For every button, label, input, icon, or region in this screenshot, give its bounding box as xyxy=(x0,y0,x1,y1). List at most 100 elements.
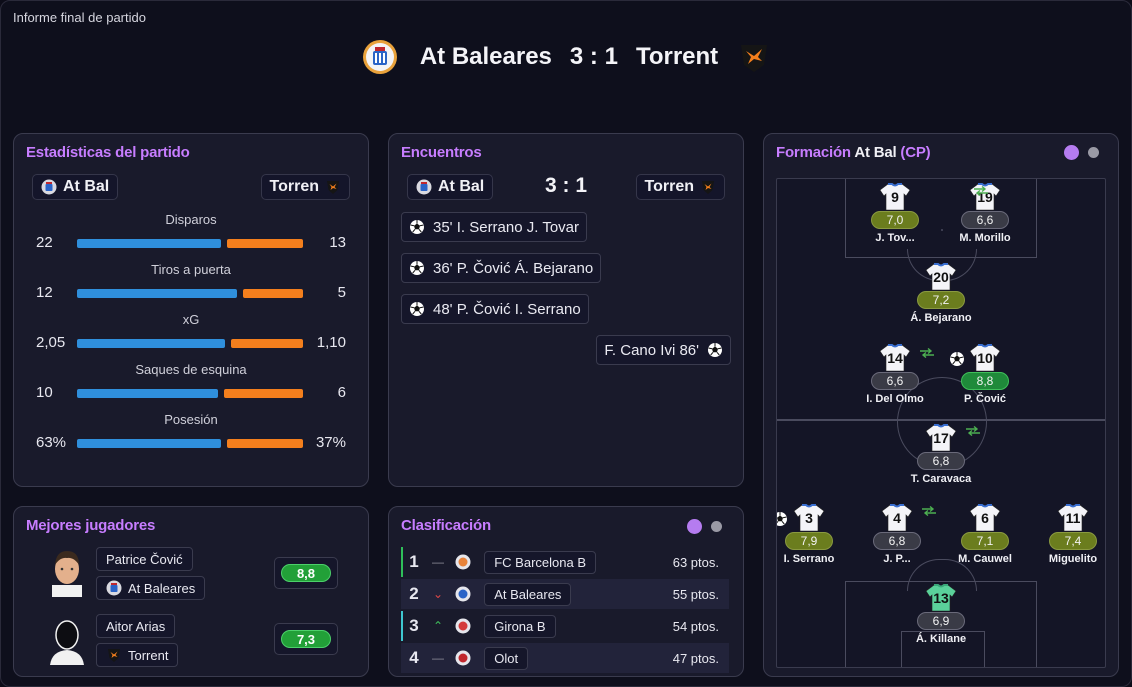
stat-label: Tiros a puerta xyxy=(151,262,231,277)
player-rating: 7,4 xyxy=(1049,532,1097,550)
home-team-chip[interactable]: At Bal xyxy=(407,174,494,200)
player-team-tag[interactable]: At Baleares xyxy=(96,576,206,600)
player-rating: 6,6 xyxy=(961,211,1009,229)
home-team-chip[interactable]: At Bal xyxy=(32,174,119,200)
goal-event[interactable]: 36' P. Čović Á. Bejarano xyxy=(401,253,602,283)
player-marker[interactable]: 10 8,8 P. Čović xyxy=(945,344,1025,405)
formation-pitch: 9 7,0 J. Tov... 19 6,6 M. Morillo 20 7,2 Á. Beja… xyxy=(776,178,1106,668)
home-stat-bar xyxy=(77,339,225,348)
player-rating: 8,8 xyxy=(281,564,331,582)
player-name: M. Cauwel xyxy=(958,553,1012,565)
player-rating: 6,9 xyxy=(917,612,965,630)
away-chip-label: Torren xyxy=(269,178,319,195)
away-team-chip[interactable]: Torren xyxy=(260,174,350,200)
player-shirt-icon: 3 xyxy=(793,504,825,532)
ball-icon xyxy=(707,342,723,358)
player-marker[interactable]: 14 6,6 I. Del Olmo xyxy=(855,344,935,405)
player-marker[interactable]: 17 6,8 T. Caravaca xyxy=(901,424,981,485)
stat-away-value: 5 xyxy=(337,284,346,301)
standings-position: 2 xyxy=(409,584,419,603)
player-marker[interactable]: 6 7,1 M. Cauwel xyxy=(945,504,1025,565)
player-shirt-icon: 14 xyxy=(879,344,911,372)
player-name: P. Čović xyxy=(964,393,1006,405)
player-shirt-icon: 6 xyxy=(969,504,1001,532)
player-rating: 7,2 xyxy=(917,291,965,309)
player-name-tag[interactable]: Patrice Čović xyxy=(96,547,193,571)
player-marker[interactable]: 9 7,0 J. Tov... xyxy=(855,183,935,244)
home-stat-bar xyxy=(77,239,221,248)
player-marker[interactable]: 4 6,8 J. P... xyxy=(857,504,937,565)
player-team-tag[interactable]: Torrent xyxy=(96,643,179,667)
away-team-chip[interactable]: Torren xyxy=(635,174,725,200)
standings-team: Girona B xyxy=(484,614,556,638)
encounters-panel: Encuentros At Bal 3 : 1 Torren 35' I. Se… xyxy=(388,133,744,487)
stat-home-value: 12 xyxy=(36,284,53,301)
standings-row[interactable]: 4 — Olot 47 ptos. xyxy=(401,643,729,673)
formation-toggle-active[interactable] xyxy=(1064,145,1079,160)
goal-event[interactable]: 35' I. Serrano J. Tovar xyxy=(401,212,587,242)
standings-team: Olot xyxy=(484,646,529,670)
player-marker[interactable]: 19 6,6 M. Morillo xyxy=(945,183,1025,244)
shirt-number: 17 xyxy=(933,430,949,446)
goal-event[interactable]: 48' P. Čović I. Serrano xyxy=(401,294,589,324)
panel-title: Clasificación xyxy=(401,517,491,534)
stat-home-value: 22 xyxy=(36,234,53,251)
player-shirt-icon: 17 xyxy=(925,424,957,452)
standings-toggle-active[interactable] xyxy=(687,519,702,534)
player-marker[interactable]: 11 7,4 Miguelito xyxy=(1033,504,1105,565)
panel-title: Encuentros xyxy=(401,144,482,161)
stat-row: 12 5 xyxy=(14,284,368,301)
shirt-number: 11 xyxy=(1065,510,1081,526)
stat-home-value: 2,05 xyxy=(36,334,66,351)
shirt-number: 10 xyxy=(977,350,993,366)
player-marker[interactable]: 13 6,9 Á. Killane xyxy=(901,584,981,645)
player-rating: 7,1 xyxy=(961,532,1009,550)
baleares-crest-icon xyxy=(106,580,122,596)
goal-event-text: 48' P. Čović I. Serrano xyxy=(433,300,581,318)
player-name-tag[interactable]: Aitor Arias xyxy=(96,614,176,638)
stat-row: 10 6 xyxy=(14,384,368,401)
away-stat-bar xyxy=(227,439,303,448)
standings-toggle-inactive[interactable] xyxy=(711,521,722,532)
stat-row: 63% 37% xyxy=(14,434,368,451)
team-crest-icon xyxy=(449,554,477,570)
home-chip-label: At Bal xyxy=(63,178,110,195)
player-marker[interactable]: 3 7,9 I. Serrano xyxy=(777,504,849,565)
best-player-row[interactable]: Patrice Čović At Baleares 8,8 xyxy=(14,545,368,605)
home-stat-bar xyxy=(77,289,237,298)
standings-row[interactable]: 3 ⌃ Girona B 54 ptos. xyxy=(401,611,729,641)
torrent-crest-icon xyxy=(106,647,122,663)
shirt-number: 9 xyxy=(891,189,899,205)
away-team-name: Torrent xyxy=(635,43,719,70)
stat-away-value: 37% xyxy=(315,434,346,451)
player-rating-badge: 7,3 xyxy=(274,623,338,655)
player-marker[interactable]: 20 7,2 Á. Bejarano xyxy=(901,263,981,324)
player-rating: 7,0 xyxy=(871,211,919,229)
encounter-score: 3 : 1 xyxy=(544,174,588,197)
home-stat-bar xyxy=(77,389,218,398)
best-player-row[interactable]: Aitor Arias Torrent 7,3 xyxy=(14,613,368,673)
player-team: Torrent xyxy=(128,647,169,663)
substitution-icon xyxy=(921,505,937,519)
standings-row[interactable]: 2 ⌄ At Baleares 55 ptos. xyxy=(401,579,729,609)
home-stat-bar xyxy=(77,439,221,448)
player-name: J. Tov... xyxy=(875,232,915,244)
stat-home-value: 10 xyxy=(36,384,53,401)
ball-icon xyxy=(777,511,788,527)
match-stats-panel: Estadísticas del partido At Bal Torren D… xyxy=(13,133,369,487)
standings-row[interactable]: 1 — FC Barcelona B 63 ptos. xyxy=(401,547,729,577)
player-name: Miguelito xyxy=(1048,553,1098,565)
formation-toggle-inactive[interactable] xyxy=(1088,147,1099,158)
player-rating: 6,8 xyxy=(917,452,965,470)
player-name: T. Caravaca xyxy=(910,473,972,485)
stat-row: 22 13 xyxy=(14,234,368,251)
torrent-crest-icon xyxy=(700,179,716,195)
match-score: 3 : 1 xyxy=(569,43,618,70)
player-rating: 7,9 xyxy=(785,532,833,550)
shirt-number: 14 xyxy=(887,350,903,366)
team-crest-icon xyxy=(449,650,477,666)
goal-event[interactable]: F. Cano Ivi 86' xyxy=(596,335,731,365)
baleares-crest-icon xyxy=(41,179,57,195)
away-stat-bar xyxy=(231,339,303,348)
player-silhouette-icon xyxy=(44,613,90,665)
